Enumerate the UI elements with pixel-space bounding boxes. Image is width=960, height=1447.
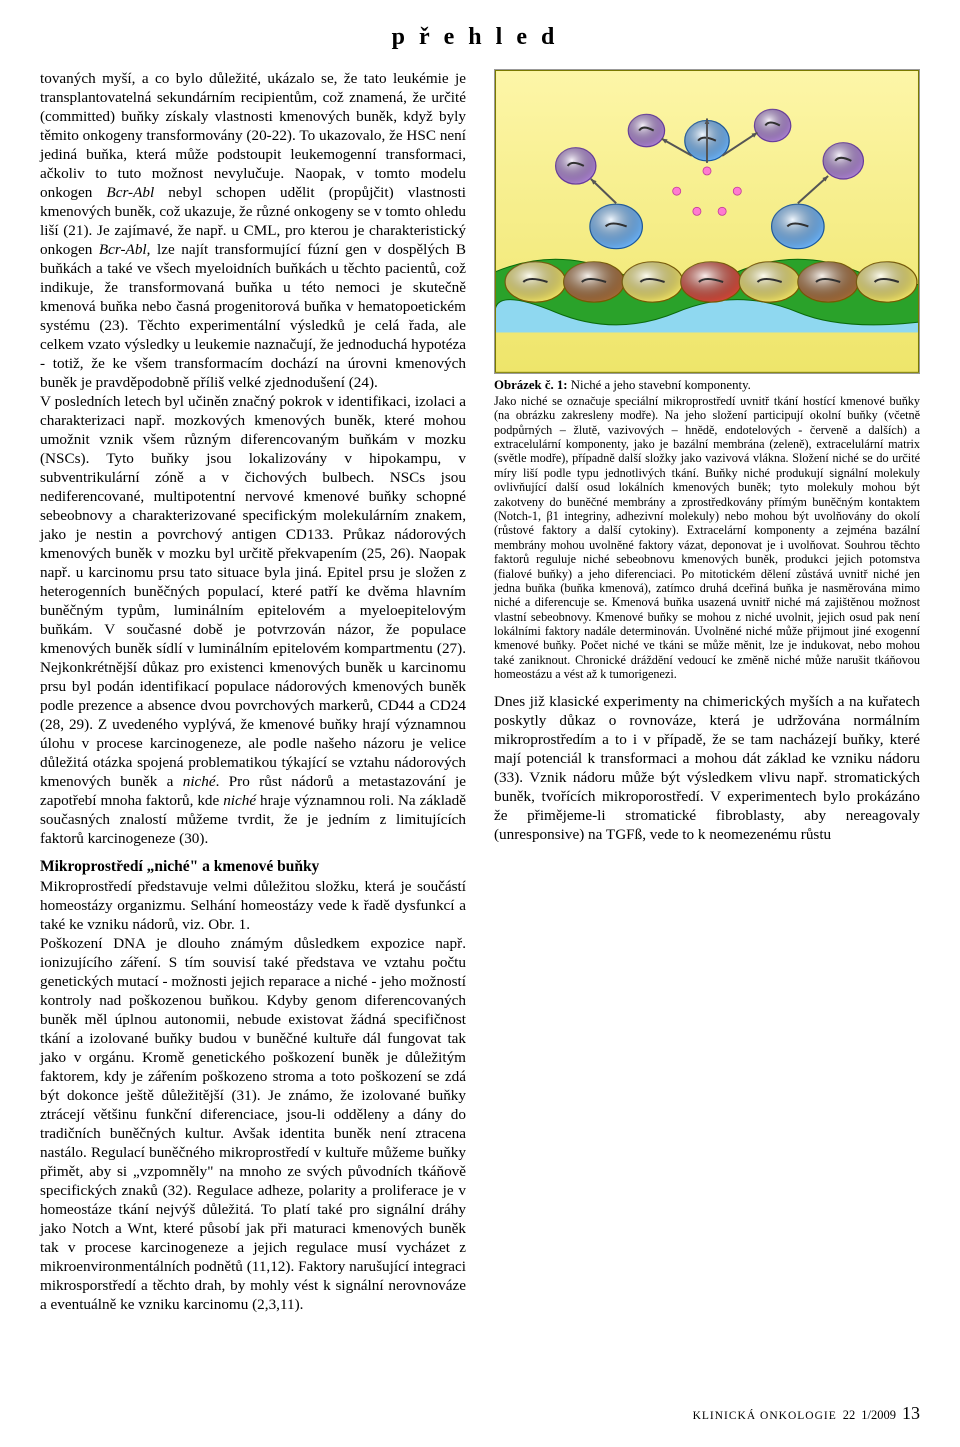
footer-journal: KLINICKÁ ONKOLOGIE [693, 1410, 837, 1422]
figure-1-caption-body: Jako niché se označuje speciální mikropr… [494, 394, 920, 682]
paragraph-2: V posledních letech byl učiněn značný po… [40, 392, 466, 848]
subheading-niche: Mikroprostředí „niché" a kmenové buňky [40, 858, 466, 876]
figure-1: Obrázek č. 1: Niché a jeho stavební komp… [494, 69, 920, 682]
paragraph-3: Mikroprostředí představuje velmi důležit… [40, 877, 466, 934]
footer-issue: 1/2009 [861, 1408, 896, 1423]
paragraph-4: Poškození DNA je dlouho známým důsledkem… [40, 934, 466, 1314]
figure-1-svg [494, 69, 920, 374]
page-footer: KLINICKÁ ONKOLOGIE 22 1/2009 13 [40, 1403, 920, 1424]
section-header: přehled [40, 24, 920, 51]
footer-page-number: 13 [902, 1403, 920, 1424]
paragraph-5: Dnes již klasické experimenty na chimeri… [494, 692, 920, 844]
footer-volume: 22 [843, 1408, 856, 1423]
figure-1-caption-title: Obrázek č. 1: Niché a jeho stavební komp… [494, 378, 920, 393]
body-columns: tovaných myší, a co bylo důležité, ukáza… [40, 69, 920, 1389]
paragraph-1: tovaných myší, a co bylo důležité, ukáza… [40, 69, 466, 392]
